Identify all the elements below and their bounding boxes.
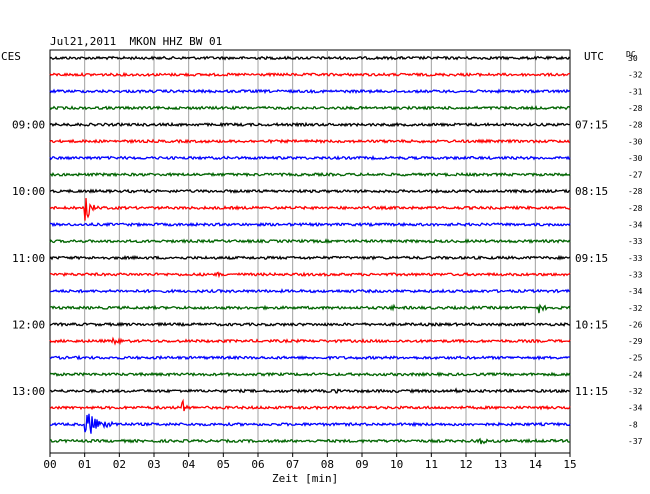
trace-row (49, 55, 571, 61)
x-tick-label: 06 (251, 458, 264, 471)
left-hour-label: 13:00 (12, 385, 45, 398)
x-tick-label: 07 (286, 458, 299, 471)
trace-row (49, 171, 571, 178)
dc-offset-value: -34 (628, 404, 643, 413)
x-tick-label: 14 (529, 458, 543, 471)
dc-offset-value: -8 (628, 420, 638, 429)
left-hour-label: 09:00 (12, 119, 45, 132)
dc-offset-value: -28 (628, 104, 643, 113)
x-tick-label: 03 (147, 458, 160, 471)
dc-offset-value: -32 (628, 387, 643, 396)
trace-row (49, 71, 570, 78)
trace-row (49, 321, 571, 328)
dc-label: DC (626, 50, 636, 59)
right-axis-label: UTC (584, 50, 604, 63)
trace-row (49, 398, 571, 412)
chart-title: Jul21,2011 MKON HHZ BW 01 (50, 35, 222, 48)
dc-offset-value: -24 (628, 370, 643, 379)
trace-row (49, 254, 571, 261)
dc-offset-value: -25 (628, 354, 643, 363)
left-axis-label: CES (1, 50, 21, 63)
x-tick-label: 10 (390, 458, 403, 471)
x-axis: 00 01 02 03 04 05 06 07 08 09 10 11 12 13 14 15 (43, 452, 577, 471)
left-hour-label: 12:00 (12, 318, 45, 331)
x-tick-label: 12 (459, 458, 472, 471)
trace-row (49, 371, 571, 378)
trace-row (49, 336, 571, 346)
dc-offset-value: -32 (628, 71, 643, 80)
x-tick-label: 04 (182, 458, 196, 471)
trace-row (49, 154, 571, 161)
trace-row (49, 238, 571, 245)
dc-offset-value: -33 (628, 254, 643, 263)
left-hour-label: 11:00 (12, 252, 45, 265)
x-tick-label: 15 (563, 458, 576, 471)
trace-row (49, 188, 571, 194)
right-hour-label: 08:15 (575, 185, 608, 198)
dc-offset-value: -26 (628, 320, 643, 329)
trace-row (49, 121, 571, 128)
plot-frame (49, 49, 571, 454)
x-tick-label: 13 (494, 458, 507, 471)
dc-offset-value: -34 (628, 287, 643, 296)
trace-row (49, 88, 571, 95)
left-hour-label: 10:00 (12, 185, 45, 198)
right-hour-label: 11:15 (575, 385, 608, 398)
trace-row (49, 105, 571, 111)
x-tick-label: 05 (217, 458, 230, 471)
dc-offset-value: -30 (628, 154, 643, 163)
dc-offset-value: -28 (628, 121, 643, 130)
trace-row (50, 387, 571, 394)
x-axis-label: Zeit [min] (272, 472, 338, 485)
grid-lines (84, 50, 536, 453)
dc-offset-value: -29 (628, 337, 643, 346)
dc-offset-value: -30 (628, 137, 643, 146)
dc-offset-value: 30 (628, 54, 638, 63)
dc-offset-value: -33 (628, 237, 643, 246)
trace-row (49, 138, 571, 145)
x-tick-label: 02 (113, 458, 126, 471)
dc-offset-value: -32 (628, 304, 643, 313)
x-tick-label: 11 (425, 458, 438, 471)
dc-offset-value: -37 (628, 437, 643, 446)
trace-row (49, 413, 571, 434)
right-hour-label: 07:15 (575, 119, 608, 132)
x-tick-label: 01 (78, 458, 91, 471)
right-hour-label: 10:15 (575, 318, 608, 331)
trace-row (49, 221, 571, 228)
dc-offset-value: -34 (628, 221, 643, 230)
trace-row (49, 271, 571, 279)
dc-offset-value: -27 (628, 171, 643, 180)
dc-offset-value: -28 (628, 204, 643, 213)
x-tick-label: 08 (321, 458, 334, 471)
right-hour-label: 09:15 (575, 252, 608, 265)
x-tick-label: 00 (43, 458, 56, 471)
x-tick-label: 09 (355, 458, 368, 471)
row-labels: 30 -32 -31 -28 -28 -30 -30 -27 -28 -28 -34 -33 -33 -3… (12, 54, 643, 446)
dc-offset-value: -31 (628, 87, 643, 96)
trace-row (49, 198, 571, 221)
trace-row (49, 437, 571, 445)
dc-offset-value: -28 (628, 187, 643, 196)
trace-layer (49, 55, 571, 445)
trace-row (49, 288, 571, 294)
trace-row (50, 303, 571, 314)
dc-offset-value: -33 (628, 270, 643, 279)
trace-row (49, 354, 571, 361)
